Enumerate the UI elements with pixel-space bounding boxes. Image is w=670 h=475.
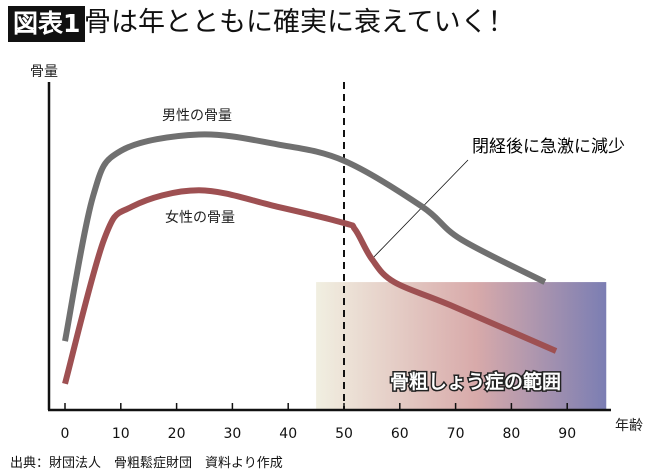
female-bone-mass-line xyxy=(62,187,558,385)
source-note: 出典：財団法人 骨粗鬆症財団 資料より作成 xyxy=(10,456,283,471)
region-label: 骨粗しょう症の範囲 xyxy=(390,370,561,393)
x-tick-label: 0 xyxy=(61,426,70,442)
annotation-text: 閉経後に急激に減少 xyxy=(472,137,625,157)
osteoporosis-region xyxy=(316,282,607,410)
x-tick-label: 80 xyxy=(502,426,520,442)
x-tick-label: 40 xyxy=(279,426,297,442)
series-label-male: 男性の骨量 xyxy=(162,108,232,124)
x-tick-label: 20 xyxy=(168,426,186,442)
x-tick-label: 50 xyxy=(335,426,353,442)
x-tick-label: 70 xyxy=(447,426,465,442)
x-tick-label: 60 xyxy=(391,426,409,442)
male-bone-mass-line xyxy=(62,131,547,342)
y-axis-label: 骨量 xyxy=(30,64,58,80)
figure-title: 骨は年とともに確実に衰えていく！ xyxy=(84,7,515,38)
figure-badge: 図表1 xyxy=(8,6,86,42)
x-axis-label: 年齢 xyxy=(615,418,643,434)
x-tick-label: 30 xyxy=(223,426,241,442)
series-label-female: 女性の骨量 xyxy=(165,209,235,226)
x-tick-label: 10 xyxy=(112,426,130,442)
x-tick-label: 90 xyxy=(558,426,576,442)
